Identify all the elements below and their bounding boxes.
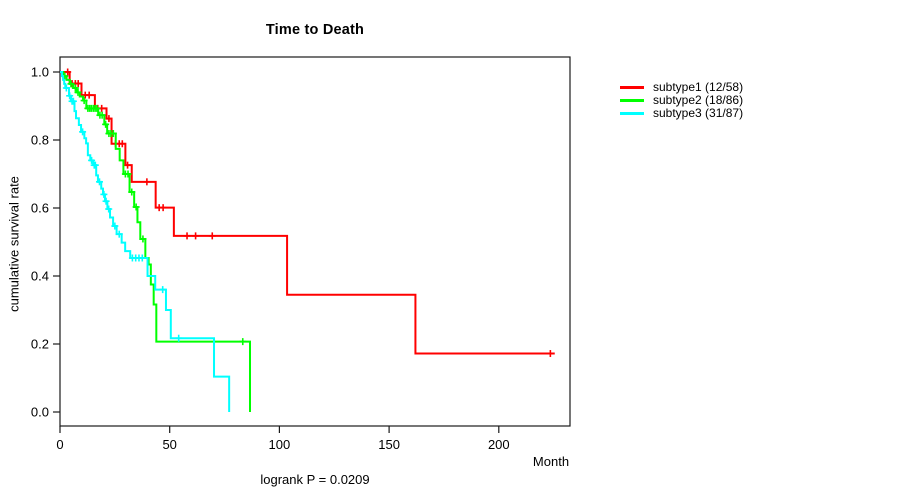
x-tick-label: 0: [56, 437, 63, 452]
x-axis-title: Month: [532, 454, 570, 469]
y-tick-label: 1.0: [31, 65, 49, 80]
x-tick-label: 200: [488, 437, 510, 452]
x-tick-label: 100: [269, 437, 291, 452]
y-tick-label: 0.2: [31, 337, 49, 352]
legend-label-subtype3: subtype3 (31/87): [653, 106, 744, 120]
y-tick-label: 0.0: [31, 405, 49, 420]
survival-curve-1: [60, 71, 555, 355]
y-tick-label: 0.4: [31, 269, 49, 284]
y-tick-label: 0.6: [31, 201, 49, 216]
logrank-annotation: logrank P = 0.0209: [260, 472, 370, 487]
survival-curve-2: [60, 71, 251, 412]
legend-label-subtype1: subtype1 (12/58): [653, 80, 744, 94]
x-tick-label: 150: [378, 437, 400, 452]
legend-label-subtype2: subtype2 (18/86): [653, 93, 744, 107]
legend-item-subtype1: subtype1 (12/58): [620, 81, 743, 94]
x-tick-label: 50: [162, 437, 176, 452]
y-tick-label: 0.8: [31, 133, 49, 148]
legend-line-swatch-subtype2: [620, 99, 644, 102]
legend-item-subtype3: subtype3 (31/87): [620, 107, 743, 120]
y-axis-title: cumulative survival rate: [6, 176, 22, 312]
legend-line-swatch-subtype1: [620, 86, 644, 89]
plot-title: Time to Death: [265, 22, 365, 38]
legend-item-subtype2: subtype2 (18/86): [620, 94, 743, 107]
legend: subtype1 (12/58) subtype2 (18/86) subtyp…: [620, 81, 743, 120]
plot-box: [59, 56, 571, 427]
legend-line-swatch-subtype3: [620, 112, 644, 115]
